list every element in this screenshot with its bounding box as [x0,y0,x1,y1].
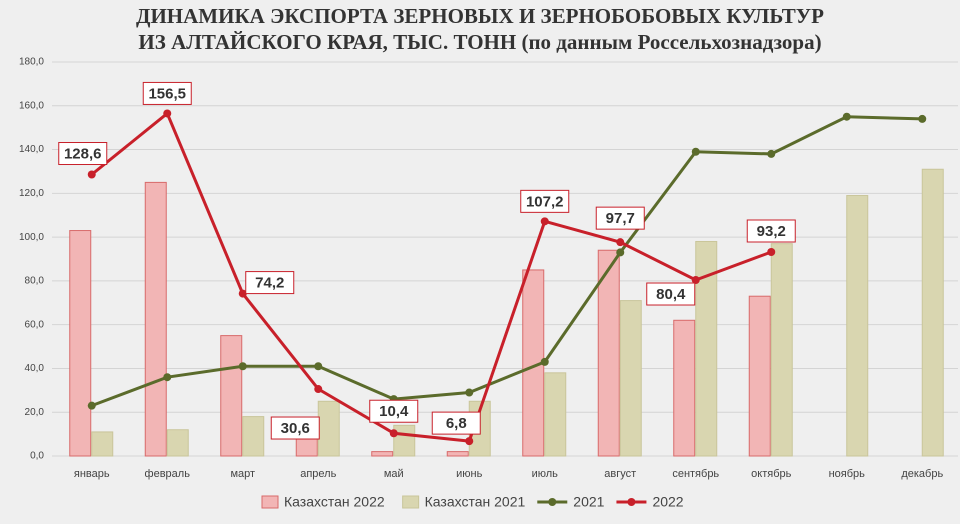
marker [238,289,247,298]
line [91,115,923,408]
x-tick-label: июль [532,468,559,480]
marker [767,149,776,158]
legend-label: Казахстан 2022 [284,494,385,510]
data-label: 93,2 [757,223,786,240]
marker [465,437,474,446]
data-label: 30,6 [281,420,310,437]
bar [673,319,696,457]
bar [748,295,771,457]
y-tick-label: 160,0 [19,100,44,111]
bar [846,195,869,457]
data-label-box [431,411,481,435]
data-label-box [369,399,419,423]
y-tick-label: 180,0 [19,57,44,68]
bar [770,243,793,457]
data-label-box [245,271,295,295]
x-tick-label: октябрь [751,468,791,480]
data-label: 80,4 [656,286,686,303]
data-label-box [646,282,696,306]
data-label: 97,7 [606,210,635,227]
bar [69,230,92,457]
bar [544,372,567,457]
marker [314,362,323,371]
bar [619,300,642,457]
marker [238,362,247,371]
y-tick-label: 20,0 [25,407,45,418]
marker [87,401,96,410]
x-tick-label: сентябрь [672,468,719,480]
y-tick-label: 120,0 [19,188,44,199]
x-tick-label: январь [74,468,110,480]
legend-label: Казахстан 2021 [425,494,526,510]
marker [465,388,474,397]
data-label: 156,5 [148,85,186,102]
marker [691,147,700,156]
y-tick-label: 100,0 [19,232,44,243]
data-label: 128,6 [64,145,102,162]
marker [691,276,700,285]
bar [921,168,944,457]
data-label-box [58,142,108,166]
marker [616,248,625,257]
data-label: 10,4 [379,403,409,420]
bar [371,451,394,457]
marker [389,429,398,438]
marker [767,247,776,256]
legend-swatch [261,495,279,509]
x-tick-label: февраль [145,468,191,480]
bar [220,335,243,457]
chart-subtitle: ИЗ АЛТАЙСКОГО КРАЯ, ТЫС. ТОНН (по данным… [138,30,821,54]
marker [163,109,172,118]
bar [242,416,265,457]
data-label-box [746,219,796,243]
data-label-box [595,206,645,230]
marker [540,357,549,366]
data-label: 107,2 [526,193,564,210]
bar [144,181,167,457]
legend-label: 2022 [652,494,683,510]
y-tick-label: 140,0 [19,144,44,155]
x-tick-label: июнь [456,468,482,480]
y-tick-label: 40,0 [25,363,45,374]
legend-swatch [627,498,636,506]
chart-title: ДИНАМИКА ЭКСПОРТА ЗЕРНОВЫХ И ЗЕРНОБОБОВЫ… [136,4,824,28]
y-tick-label: 80,0 [25,276,45,287]
x-tick-label: ноябрь [829,468,866,480]
bar [446,451,469,457]
x-tick-label: август [604,468,636,480]
x-tick-label: март [230,468,255,480]
legend-swatch [548,498,557,506]
x-tick-label: май [384,468,404,480]
marker [616,238,625,247]
marker [842,112,851,121]
data-label-box [142,81,192,105]
data-label: 6,8 [446,415,467,432]
bar [695,240,718,457]
x-tick-label: декабрь [901,468,943,480]
marker [314,385,323,394]
y-tick-label: 60,0 [25,319,45,330]
marker [540,217,549,226]
marker [87,170,96,179]
data-label: 74,2 [255,275,284,292]
data-label-box [270,416,320,440]
bar [317,400,340,457]
bar [597,249,620,457]
marker [918,114,927,123]
line [90,111,772,443]
bar [91,431,114,457]
legend-swatch [402,495,420,509]
bar [393,424,416,457]
bar [166,429,189,457]
legend-label: 2021 [573,494,604,510]
marker [163,373,172,382]
x-tick-label: апрель [300,468,336,480]
data-label-box [520,189,570,213]
y-tick-label: 0,0 [30,451,44,462]
